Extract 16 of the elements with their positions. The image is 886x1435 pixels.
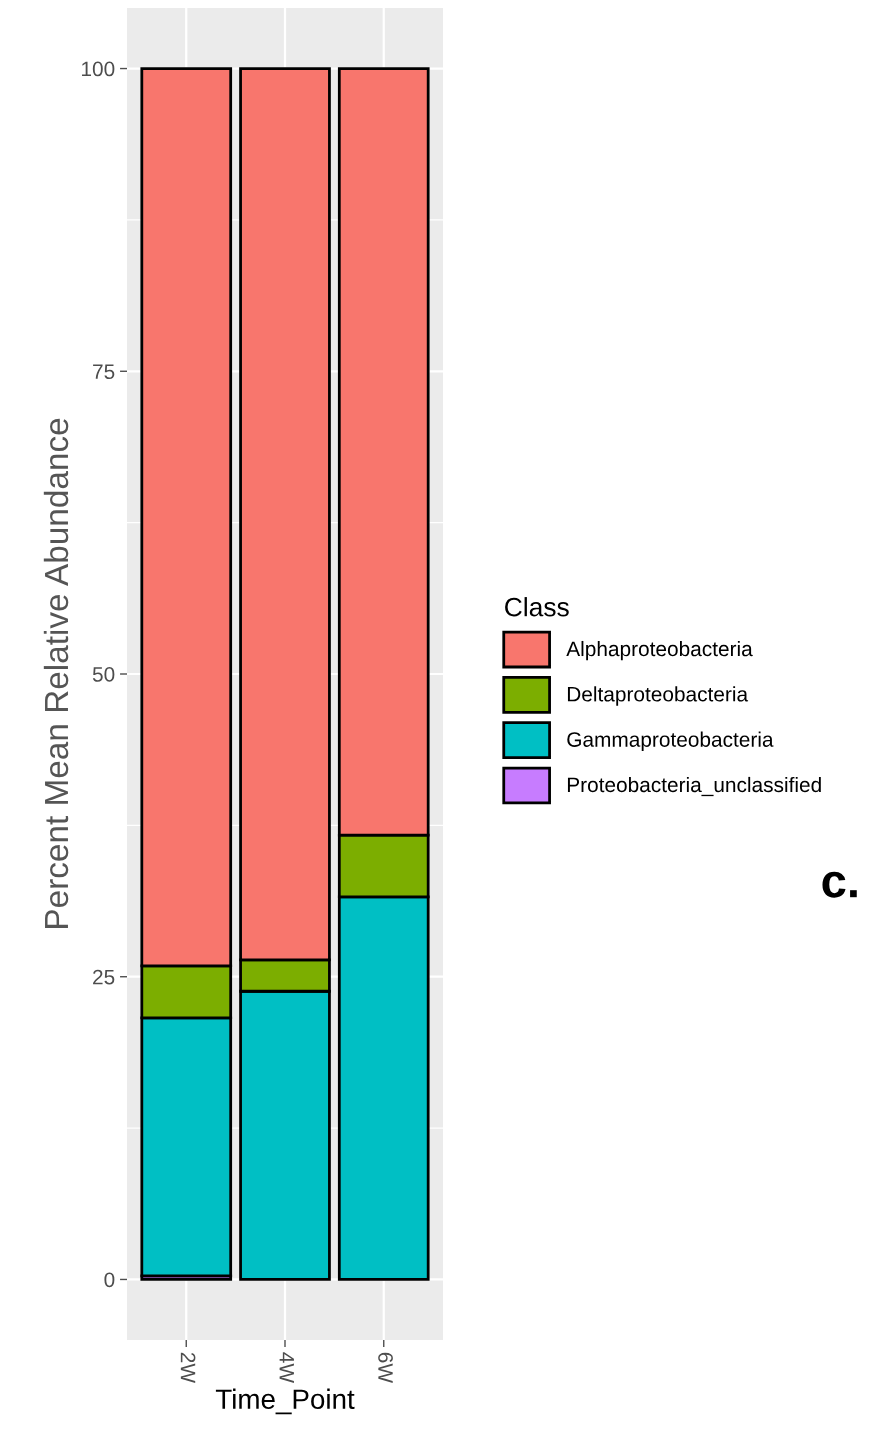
x-tick-label: 4W bbox=[279, 1352, 294, 1383]
legend-title: Class bbox=[505, 597, 569, 617]
legend-label: Proteobacteria_unclassified bbox=[567, 776, 821, 797]
x-axis-title: Time_Point bbox=[215, 1388, 355, 1415]
y-tick-label: 75 bbox=[93, 364, 115, 380]
y-tick-label: 100 bbox=[82, 61, 115, 77]
x-tick-label: 2W bbox=[180, 1352, 196, 1383]
text: c. bbox=[822, 871, 857, 898]
y-axis-title: Percent Mean Relative Abundance bbox=[43, 418, 69, 928]
legend-label: Deltaproteobacteria bbox=[567, 686, 749, 706]
x-tick-label: 6W bbox=[378, 1352, 393, 1383]
legend-label: Gammaproteobacteria bbox=[567, 731, 774, 751]
y-tick-label: 50 bbox=[92, 667, 115, 682]
y-tick-label: 25 bbox=[93, 969, 115, 985]
y-tick-label: 0 bbox=[104, 1272, 115, 1288]
legend-label: Alphaproteobacteria bbox=[566, 640, 753, 661]
